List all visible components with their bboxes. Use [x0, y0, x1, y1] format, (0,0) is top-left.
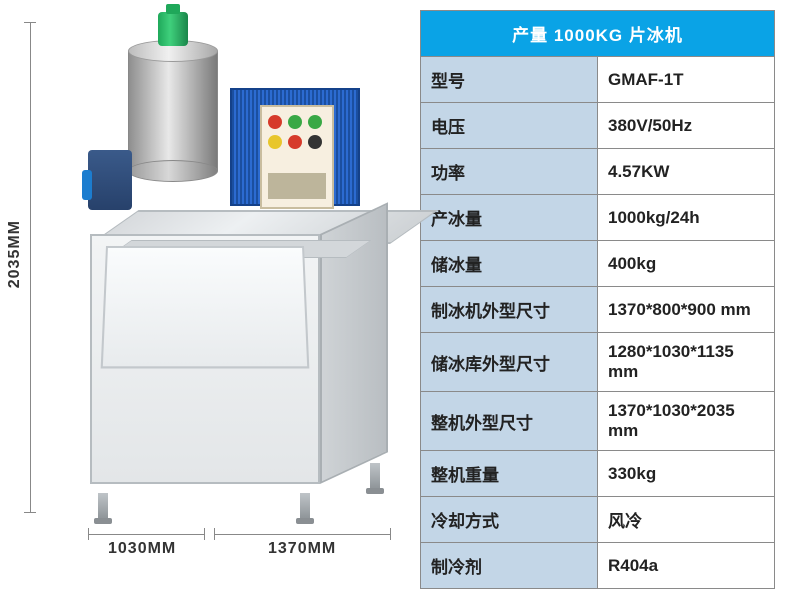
spec-row: 储冰量400kg [421, 241, 775, 287]
motor [158, 12, 188, 46]
spec-value: 1000kg/24h [598, 195, 775, 241]
spec-row: 制冷剂R404a [421, 543, 775, 589]
dim-width-label: 1370MM [268, 540, 336, 558]
dim-depth-label: 1030MM [108, 540, 176, 558]
spec-key: 冷却方式 [421, 497, 598, 543]
spec-panel: 产量 1000KG 片冰机 型号GMAF-1T电压380V/50Hz功率4.57… [420, 0, 790, 570]
spec-row: 冷却方式风冷 [421, 497, 775, 543]
spec-value: 330kg [598, 451, 775, 497]
spec-key: 产冰量 [421, 195, 598, 241]
ctrl-button-yellow [268, 135, 282, 149]
drum-bottom-cap [128, 160, 218, 182]
dim-height-label: 2035MM [6, 220, 24, 288]
spec-key: 型号 [421, 57, 598, 103]
spec-key: 制冷剂 [421, 543, 598, 589]
ctrl-strip [268, 173, 326, 199]
spec-row: 功率4.57KW [421, 149, 775, 195]
spec-value: 380V/50Hz [598, 103, 775, 149]
evaporator-drum [128, 51, 218, 171]
spec-row: 储冰库外型尺寸1280*1030*1135 mm [421, 333, 775, 392]
spec-key: 储冰库外型尺寸 [421, 333, 598, 392]
dim-line-height [30, 22, 31, 512]
bin-leg [370, 463, 380, 489]
bin-lid [101, 246, 310, 368]
ctrl-button-green [308, 115, 322, 129]
spec-row: 整机外型尺寸1370*1030*2035 mm [421, 392, 775, 451]
dim-line-depth [88, 534, 204, 535]
ctrl-button-black [308, 135, 322, 149]
spec-value: 4.57KW [598, 149, 775, 195]
machine-illustration [80, 20, 400, 530]
spec-row: 整机重量330kg [421, 451, 775, 497]
ctrl-button-red [288, 135, 302, 149]
control-panel [260, 105, 334, 209]
bin-leg [98, 493, 108, 519]
spec-value: 1370*800*900 mm [598, 287, 775, 333]
spec-key: 储冰量 [421, 241, 598, 287]
product-diagram-panel: 2035MM 1030MM 1370MM [0, 0, 420, 570]
spec-value: 1370*1030*2035 mm [598, 392, 775, 451]
spec-row: 制冰机外型尺寸1370*800*900 mm [421, 287, 775, 333]
spec-key: 整机外型尺寸 [421, 392, 598, 451]
ctrl-button-green [288, 115, 302, 129]
dim-tick [24, 512, 36, 513]
spec-key: 电压 [421, 103, 598, 149]
spec-row: 型号GMAF-1T [421, 57, 775, 103]
spec-value: 1280*1030*1135 mm [598, 333, 775, 392]
dim-line-width [214, 534, 390, 535]
ice-storage-bin [90, 210, 390, 495]
compressor-pipes [88, 150, 132, 210]
spec-table: 产量 1000KG 片冰机 型号GMAF-1T电压380V/50Hz功率4.57… [420, 10, 775, 589]
spec-row: 电压380V/50Hz [421, 103, 775, 149]
spec-row: 产冰量1000kg/24h [421, 195, 775, 241]
spec-value: 400kg [598, 241, 775, 287]
spec-header: 产量 1000KG 片冰机 [421, 11, 775, 57]
spec-key: 整机重量 [421, 451, 598, 497]
bin-leg [300, 493, 310, 519]
spec-key: 功率 [421, 149, 598, 195]
spec-key: 制冰机外型尺寸 [421, 287, 598, 333]
spec-value: 风冷 [598, 497, 775, 543]
dim-tick [24, 22, 36, 23]
ctrl-button-red [268, 115, 282, 129]
spec-value: GMAF-1T [598, 57, 775, 103]
spec-value: R404a [598, 543, 775, 589]
